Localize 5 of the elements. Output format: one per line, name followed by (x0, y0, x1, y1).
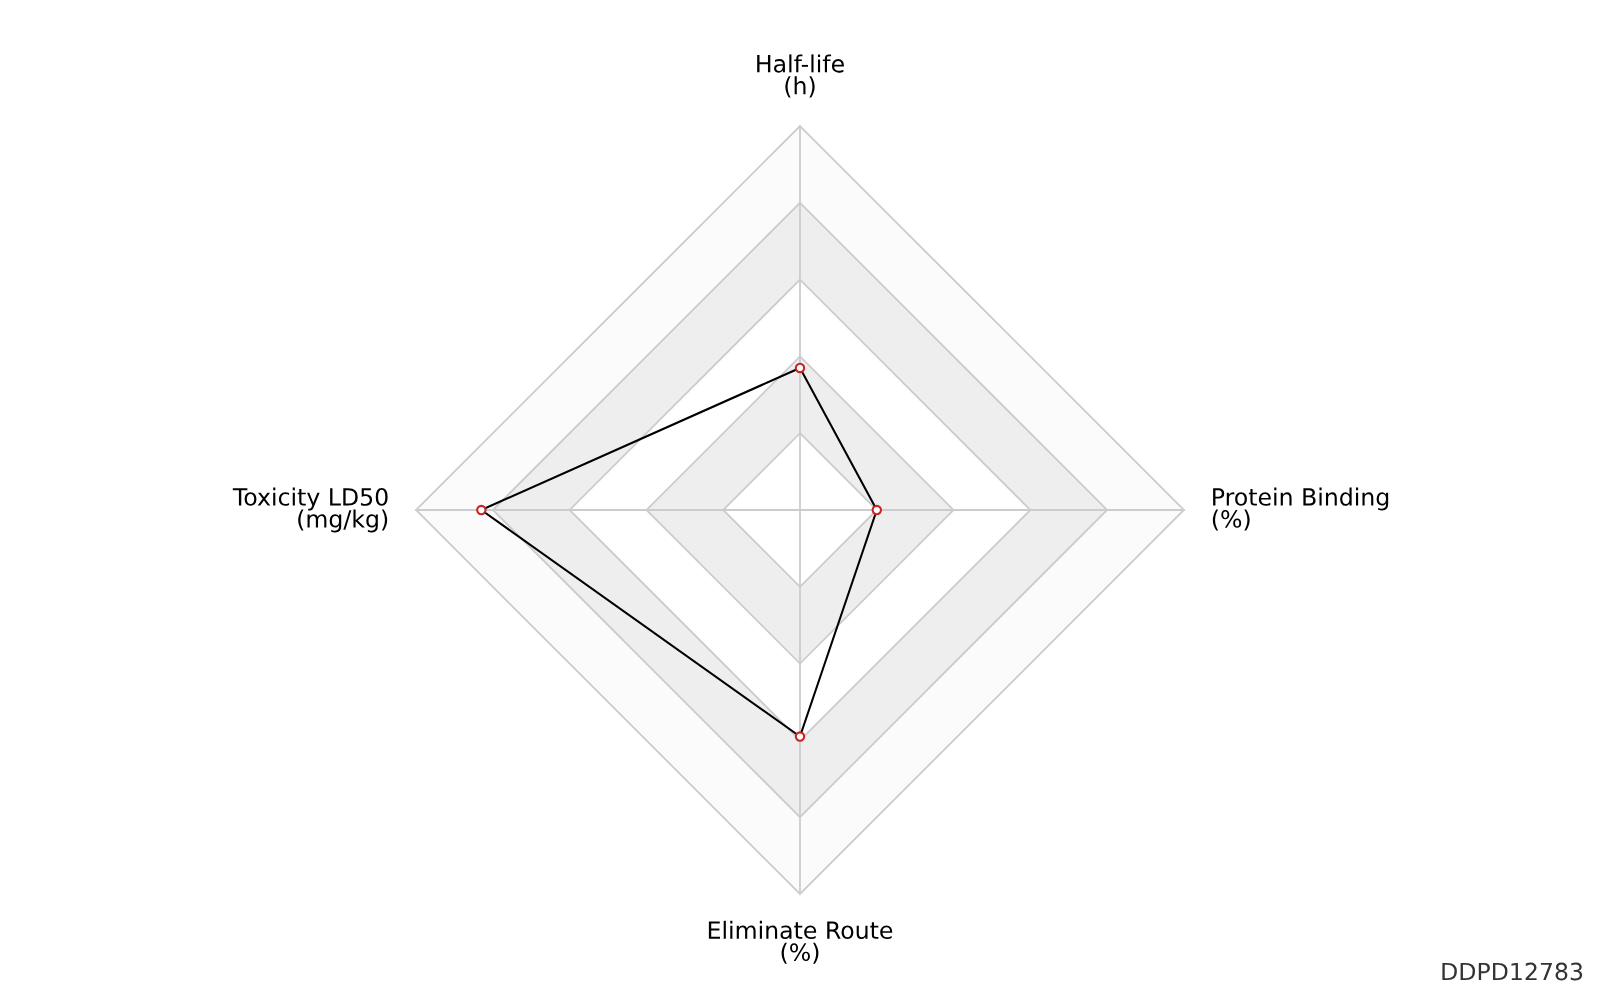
spoke-label: Half-life (h) (757, 54, 844, 98)
spoke-label: Protein Binding (%) (1212, 487, 1389, 531)
spoke-label: Toxicity LD50 (mg/kg) (232, 487, 388, 533)
spoke-label: Eliminate Route (%) (708, 920, 893, 964)
text: DDPD12783 (1442, 962, 1583, 981)
